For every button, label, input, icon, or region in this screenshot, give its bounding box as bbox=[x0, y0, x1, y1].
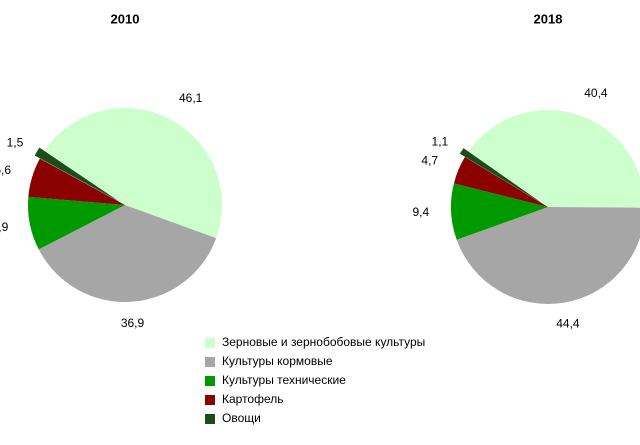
pie-slice bbox=[27, 196, 125, 250]
legend-swatch bbox=[205, 338, 215, 348]
data-label: 8,9 bbox=[0, 220, 9, 234]
data-label: 6,6 bbox=[0, 163, 11, 177]
data-label: 9,4 bbox=[412, 205, 429, 219]
pie-slice bbox=[468, 110, 640, 208]
pie-slice bbox=[459, 148, 543, 204]
data-label: 1,1 bbox=[432, 134, 449, 148]
data-label: 36,9 bbox=[121, 316, 145, 330]
legend-swatch bbox=[205, 414, 215, 424]
pie-slice bbox=[34, 147, 120, 202]
pie-slice bbox=[456, 207, 640, 304]
legend-swatch bbox=[205, 395, 215, 405]
data-label: 4,7 bbox=[421, 153, 438, 167]
legend-swatch bbox=[205, 357, 215, 367]
legend-swatch bbox=[205, 376, 215, 386]
legend-label: Культуры кормовые bbox=[222, 354, 333, 368]
pie-slice bbox=[450, 183, 548, 240]
pie-slice bbox=[44, 107, 223, 239]
legend-label: Овощи bbox=[222, 411, 261, 425]
legend-label: Картофель bbox=[222, 392, 284, 406]
pie-slice bbox=[38, 205, 217, 302]
pie-slice bbox=[28, 158, 125, 205]
data-label: 1,5 bbox=[7, 135, 24, 149]
legend-label: Культуры технические bbox=[222, 373, 346, 387]
legend-label: Зерновые и зернобобовые культуры bbox=[222, 335, 425, 349]
chart-title: 2018 bbox=[534, 11, 563, 26]
data-label: 40,4 bbox=[584, 86, 608, 100]
pie-slice bbox=[453, 156, 548, 207]
data-label: 44,4 bbox=[556, 316, 580, 330]
data-label: 46,1 bbox=[179, 91, 203, 105]
chart-title: 2010 bbox=[111, 11, 140, 26]
